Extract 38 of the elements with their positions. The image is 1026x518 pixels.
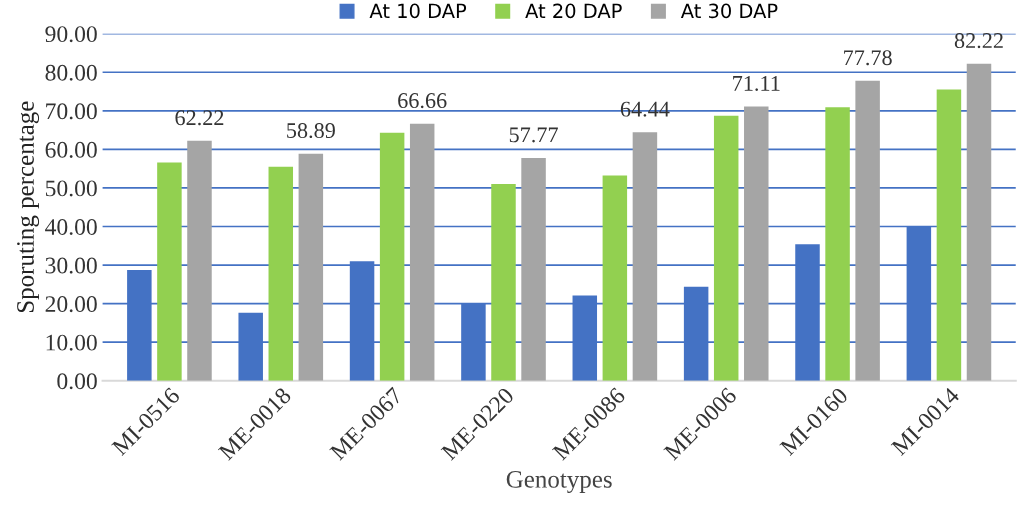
y-tick-label: 30.00 [45,257,97,274]
y-tick-label: 50.00 [45,180,97,197]
data-label: 77.78 [844,50,892,66]
data-label: 62.22 [175,110,224,126]
y-tick-label: 0.00 [57,373,97,390]
bar [298,153,324,381]
bar [966,63,992,381]
y-tick-label: 70.00 [46,103,97,120]
bar [825,107,850,381]
y-axis-title: Sporuting percentage [17,101,40,313]
data-label: 71.11 [733,76,780,91]
bar [409,123,435,381]
bar [268,166,294,381]
bar [157,162,182,381]
legend-label: At 20 DAP [525,3,622,19]
y-tick-label: 80.00 [45,64,97,81]
bar [744,106,769,381]
bar [855,80,880,381]
legend-label: At 30 DAP [680,3,778,19]
y-tick-label: 10.00 [46,334,97,351]
data-label: 82.22 [954,33,1003,49]
legend-label: At 10 DAP [369,3,467,19]
bar [379,132,405,381]
data-label: 58.89 [287,123,335,139]
bar [521,157,546,381]
bar [936,89,962,381]
bar [713,115,739,381]
y-tick-label: 40.00 [45,218,97,236]
bar [632,132,658,381]
y-tick-label: 20.00 [45,296,97,313]
data-label: 57.77 [509,127,558,143]
y-tick-label: 90.00 [45,26,97,43]
bar [602,175,628,381]
bar [491,184,516,381]
x-axis-title: Genotypes [506,471,612,493]
y-tick-label: 60.00 [45,141,97,158]
bar [187,140,212,381]
data-label: 66.66 [398,93,447,109]
